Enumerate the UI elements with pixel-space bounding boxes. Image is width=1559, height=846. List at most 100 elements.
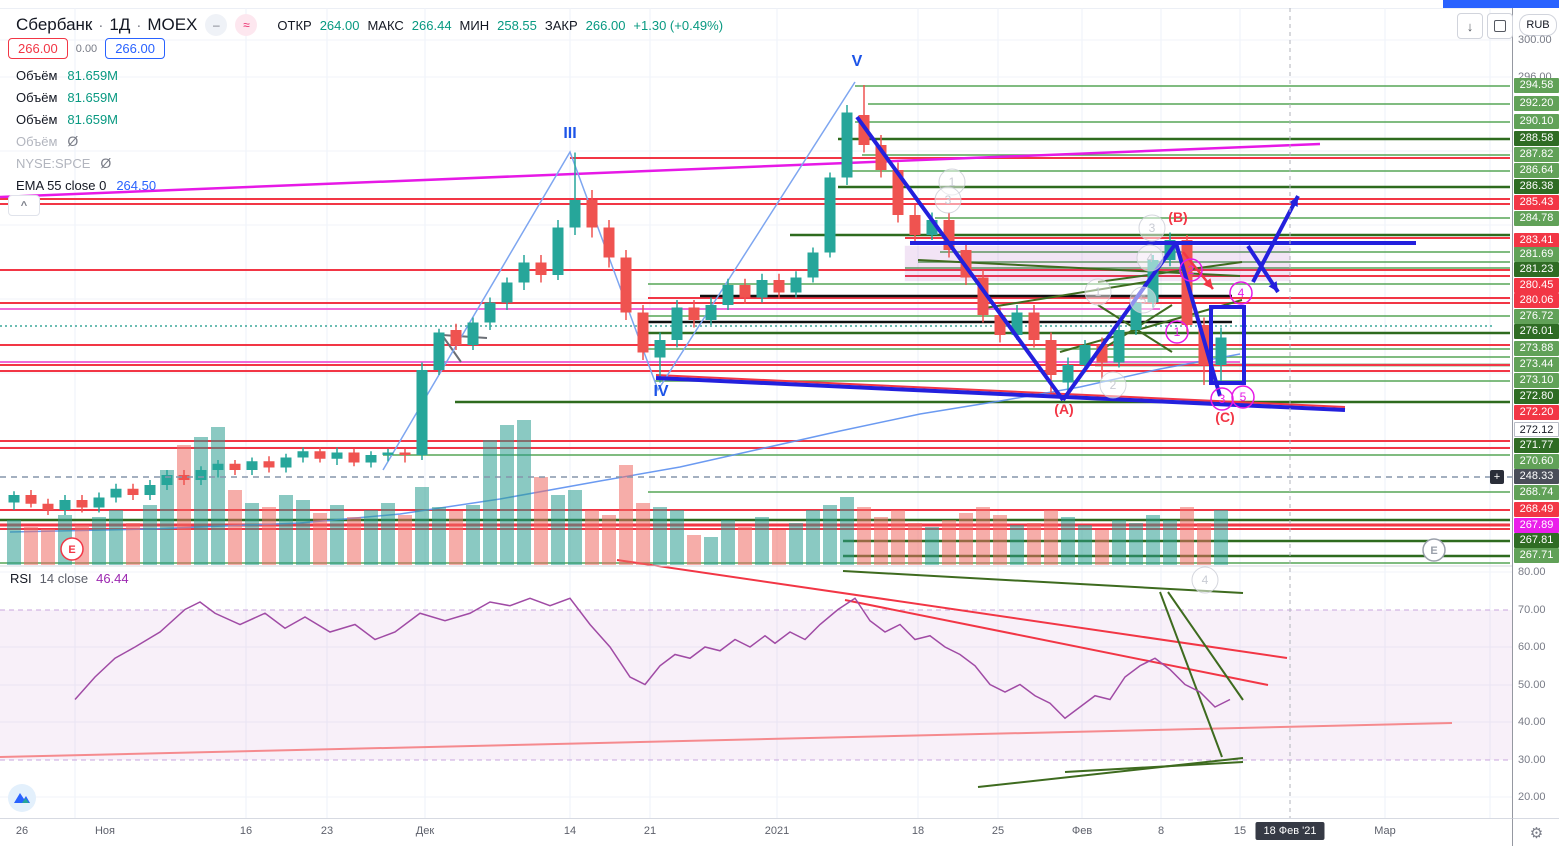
time-label: Дек xyxy=(415,825,435,837)
earnings-badge[interactable] xyxy=(1422,538,1446,562)
earnings-badge[interactable] xyxy=(60,537,84,561)
candle-body xyxy=(365,455,377,463)
trendline-olv[interactable] xyxy=(1167,591,1244,701)
wave-count-line[interactable] xyxy=(382,81,856,471)
legend-spce-hidden[interactable]: NYSE:SPCE Ø xyxy=(16,152,156,174)
candle-body xyxy=(195,470,207,480)
wave-number-magenta: 2 xyxy=(1188,263,1195,277)
price-tick: 300.00 xyxy=(1518,34,1552,46)
low-label: МИН xyxy=(459,17,490,33)
candle-body xyxy=(110,488,122,498)
rsi-band xyxy=(0,610,1512,760)
ghost-wave-circle[interactable] xyxy=(1136,244,1164,272)
legend-volume-2[interactable]: Объём 81.659M xyxy=(16,86,156,108)
approx-icon[interactable]: ≈ xyxy=(235,14,258,36)
impulse-line-blue[interactable] xyxy=(855,115,1065,402)
rsi-legend[interactable]: RSI 14 close 46.44 xyxy=(10,571,129,586)
wave-circle-magenta[interactable] xyxy=(1165,320,1189,344)
candle-body xyxy=(841,112,853,178)
axis-settings-corner[interactable]: ⚙ xyxy=(1512,818,1559,846)
trendline-red[interactable] xyxy=(616,559,1288,659)
volume-value: 81.659M xyxy=(67,89,119,105)
candle-body xyxy=(1215,337,1227,365)
price-axis[interactable]: RUB 300.00 296.00 80.00 70.00 60.00 50.00 40.0… xyxy=(1512,8,1559,818)
candle-body xyxy=(756,280,768,298)
collapse-legend-button[interactable]: ^ xyxy=(8,195,40,216)
add-alert-plus-button[interactable]: + xyxy=(1490,470,1504,484)
volume-bar xyxy=(449,511,463,565)
trendline-pink[interactable] xyxy=(0,722,1453,758)
ghost-wave-number: 3 xyxy=(1149,221,1156,235)
spread-value: 0.00 xyxy=(75,42,98,55)
wave-circle-magenta[interactable] xyxy=(1179,258,1203,282)
price-level-label: 267.71 xyxy=(1514,548,1559,563)
volume-bar xyxy=(670,510,684,565)
volume-bar xyxy=(551,495,565,565)
candle-body xyxy=(1028,312,1040,340)
crosshair-date-badge: 18 Фев '21 xyxy=(1255,822,1325,840)
volume-label: Объём xyxy=(16,67,58,83)
trendline-mag[interactable] xyxy=(0,142,1321,199)
volume-bar xyxy=(177,445,191,565)
candle-body xyxy=(59,500,71,510)
legend-ema[interactable]: EMA 55 close 0 264.50 xyxy=(16,174,156,196)
ghost-wave-circle[interactable] xyxy=(934,186,962,214)
trendline-olv[interactable] xyxy=(984,279,1159,309)
volume-bar xyxy=(925,527,939,565)
wave-label-(B)[interactable]: (B) xyxy=(1168,209,1187,225)
maximize-pane-button[interactable] xyxy=(1487,13,1513,39)
impulse-line-blue[interactable] xyxy=(655,376,1346,412)
ghost-wave-circle[interactable] xyxy=(1084,278,1112,306)
trendline-red[interactable] xyxy=(844,599,1269,686)
trendline-olv[interactable] xyxy=(1064,761,1244,773)
wave-label-(A)[interactable]: (A) xyxy=(1054,401,1073,417)
trendline-gray[interactable] xyxy=(441,334,462,363)
trendline-red[interactable] xyxy=(655,374,1346,408)
price-level-label: 270.60 xyxy=(1514,454,1559,469)
wave-circle-magenta[interactable] xyxy=(1210,387,1234,411)
volume-bar xyxy=(891,510,905,565)
wave-label-III[interactable]: III xyxy=(563,125,576,142)
wave-circle-magenta[interactable] xyxy=(1231,385,1255,409)
sell-button[interactable]: 266.00 xyxy=(8,38,68,59)
ghost-wave-circle[interactable] xyxy=(1191,566,1219,594)
trendline-olv[interactable] xyxy=(1159,591,1223,758)
price-level-label: 272.12 xyxy=(1514,422,1559,437)
broker-logo[interactable] xyxy=(8,784,36,812)
price-level-label: 284.78 xyxy=(1514,211,1559,226)
legend-volume-hidden[interactable]: Объём Ø xyxy=(16,130,156,152)
eye-off-icon[interactable]: Ø xyxy=(100,155,112,171)
time-label: Фев xyxy=(1071,825,1093,837)
trendline-olv[interactable] xyxy=(977,757,1244,788)
trendline-olv[interactable] xyxy=(842,570,1244,594)
volume-value: 81.659M xyxy=(67,67,119,83)
time-axis[interactable]: 26 Ноя 16 23 Дек 14 21 2021 18 25 Фев 8 15 Мар 18 Фев … xyxy=(0,818,1512,846)
wave-label-V[interactable]: V xyxy=(852,53,863,70)
wave-circle-magenta[interactable] xyxy=(1229,281,1253,305)
volume-value: 81.659M xyxy=(67,111,119,127)
minus-icon[interactable]: – xyxy=(205,14,228,36)
volume-bar xyxy=(1163,520,1177,565)
ghost-wave-circle[interactable] xyxy=(1099,371,1127,399)
buy-button[interactable]: 266.00 xyxy=(105,38,165,59)
trendline-gray[interactable] xyxy=(441,334,488,339)
legend-volume-3[interactable]: Объём 81.659M xyxy=(16,108,156,130)
currency-button[interactable]: RUB xyxy=(1519,14,1557,36)
timeframe[interactable]: 1Д xyxy=(109,15,131,34)
symbol-name[interactable]: Сбербанк xyxy=(16,15,93,34)
ghost-wave-circle[interactable] xyxy=(1129,286,1157,314)
candle-body xyxy=(484,302,496,323)
time-label: Ноя xyxy=(94,825,116,837)
legend-volume-1[interactable]: Объём 81.659M xyxy=(16,64,156,86)
candle-body xyxy=(637,312,649,353)
ghost-wave-circle[interactable] xyxy=(1138,214,1166,242)
candle-body xyxy=(688,307,700,320)
scroll-to-recent-button[interactable]: ↓ xyxy=(1457,13,1483,39)
wave-label-(C)[interactable]: (C) xyxy=(1215,409,1234,425)
candle-body xyxy=(1011,312,1023,335)
volume-bar xyxy=(1129,523,1143,565)
trendline-olv[interactable] xyxy=(1097,261,1243,283)
target-box-blue[interactable] xyxy=(1209,305,1246,385)
wave-label-IV[interactable]: IV xyxy=(653,383,668,400)
eye-off-icon[interactable]: Ø xyxy=(67,133,79,149)
